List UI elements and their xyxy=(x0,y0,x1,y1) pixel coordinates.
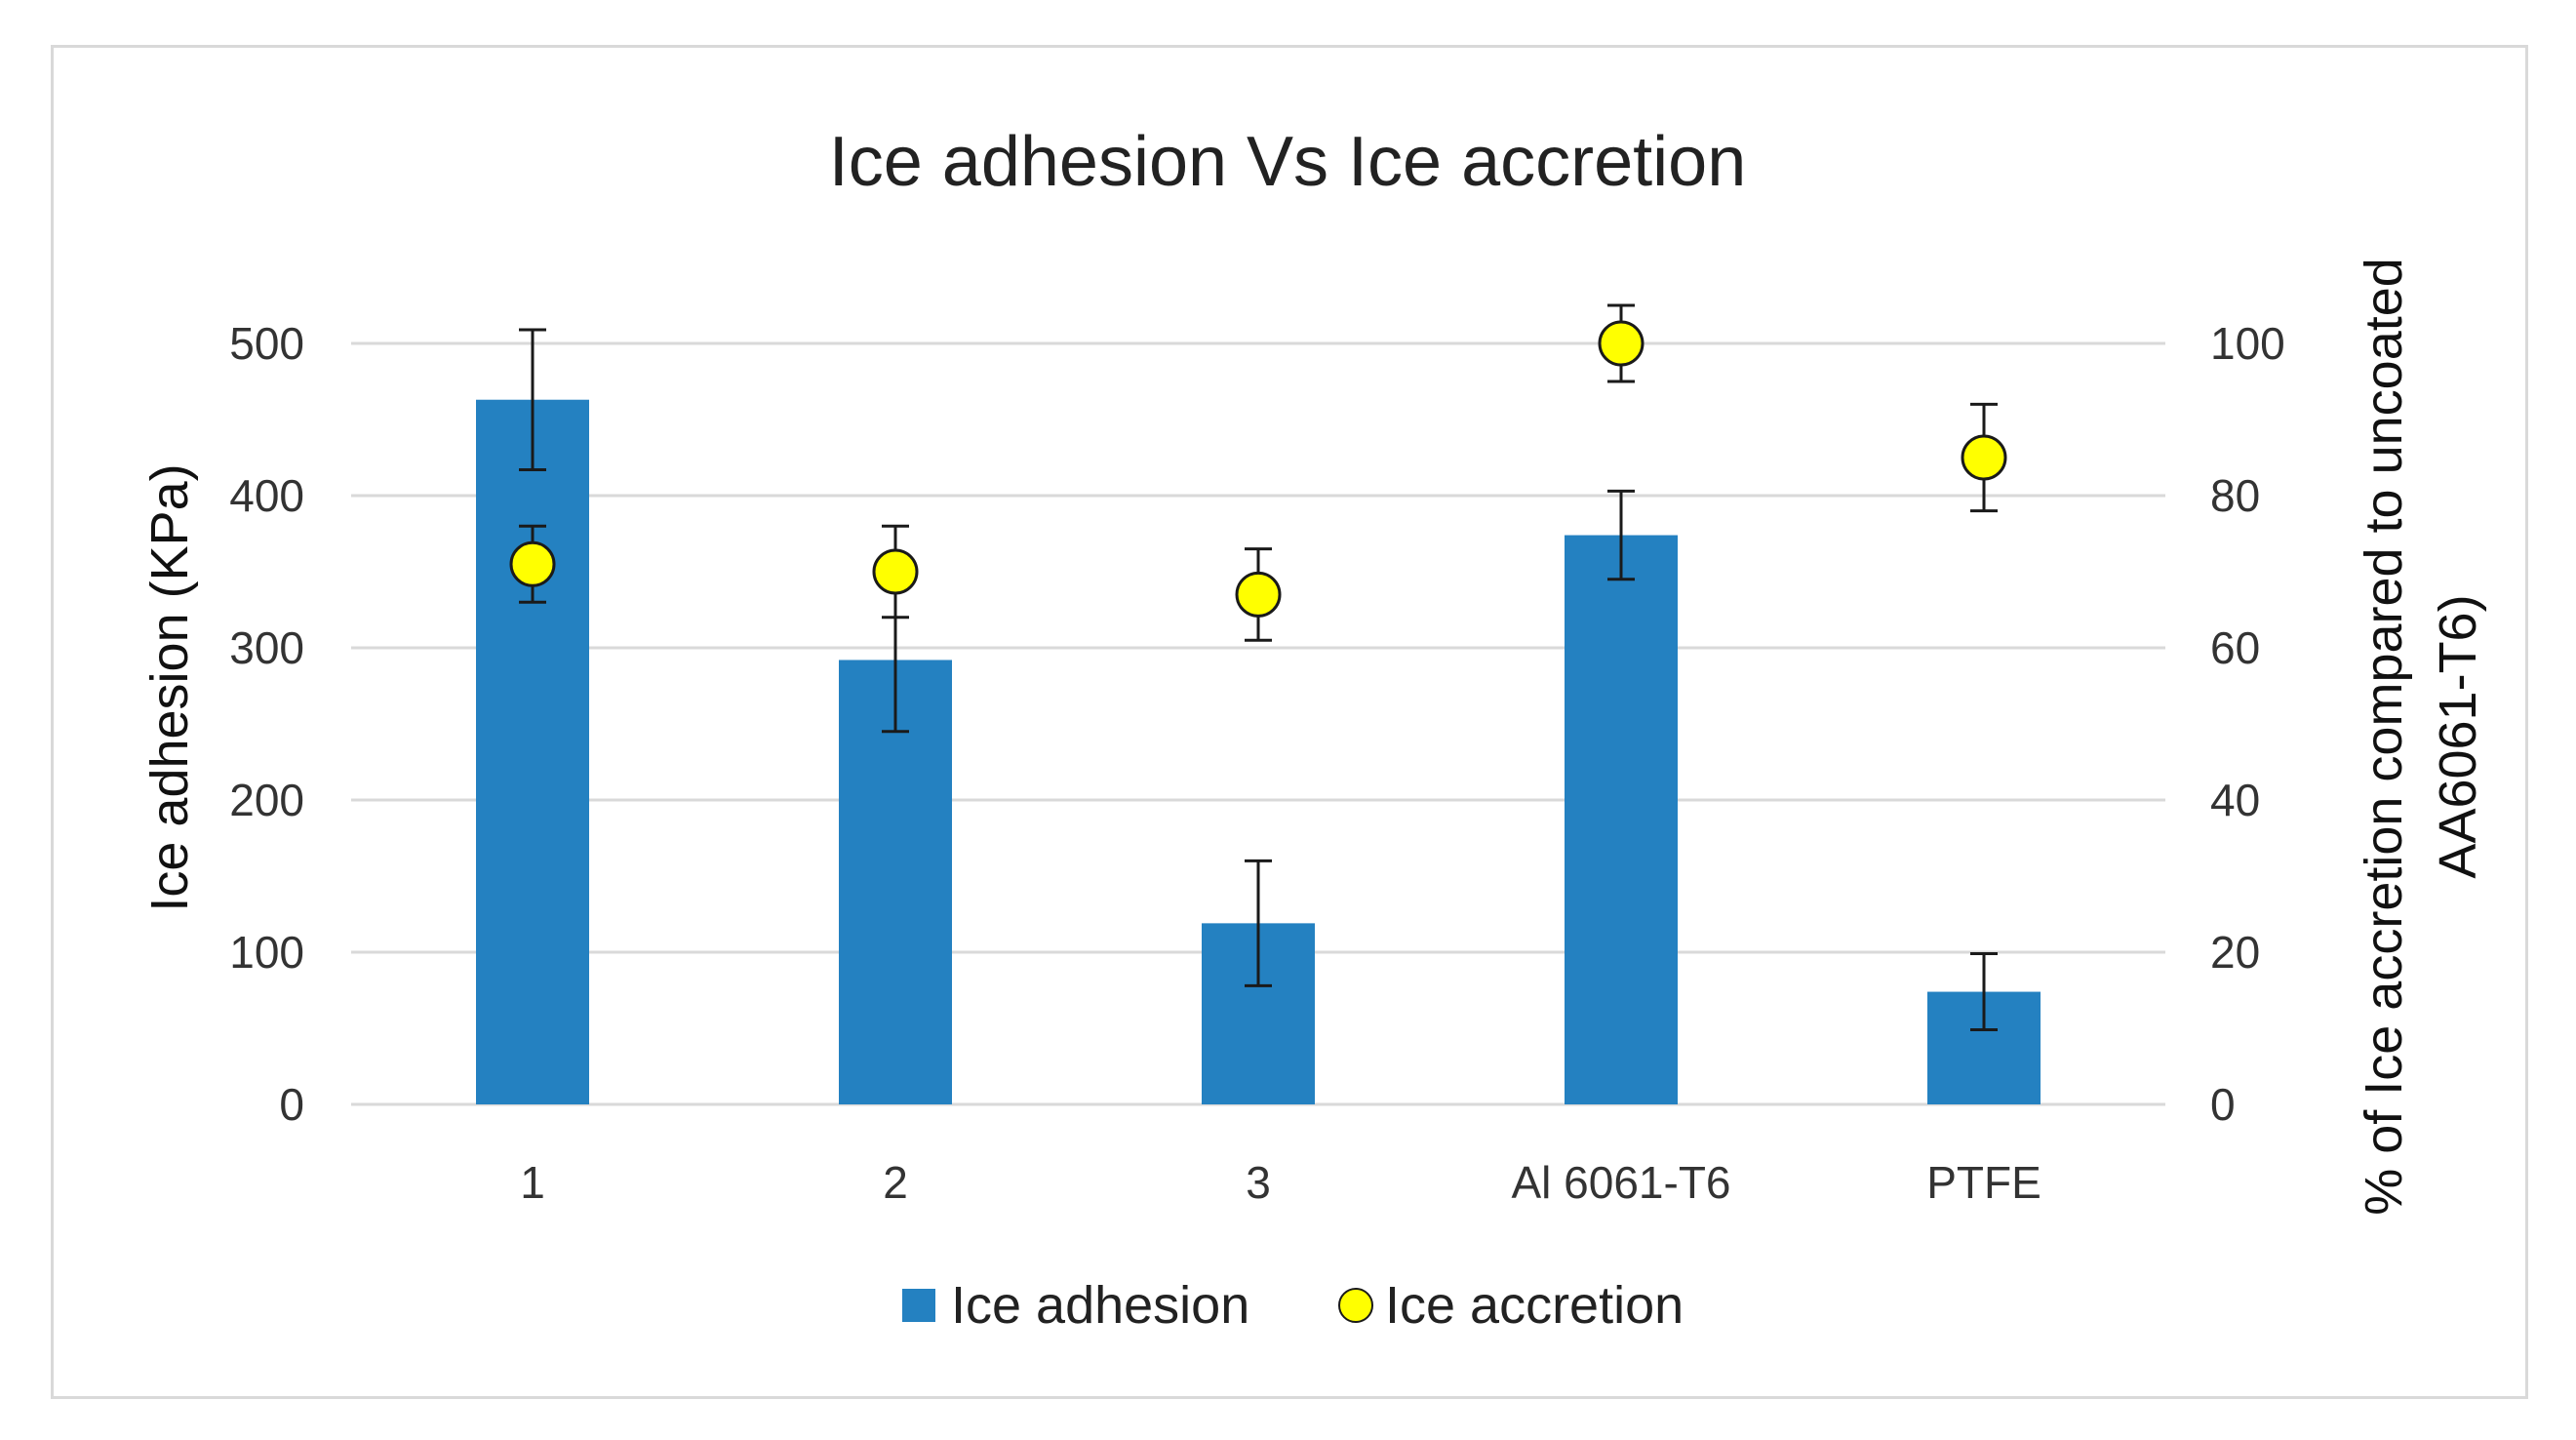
error-bar-ice-adhesion-4 xyxy=(1970,952,1998,1032)
point-ice-accretion-2 xyxy=(1235,571,1282,618)
bar-ice-adhesion-0 xyxy=(476,399,589,1105)
bar-ice-adhesion-3 xyxy=(1565,535,1678,1104)
right-tick-label-40: 40 xyxy=(2210,775,2260,825)
point-ice-accretion-4 xyxy=(1961,434,2007,481)
left-tick-label-500: 500 xyxy=(229,318,304,369)
right-axis-title-line1: % of Ice accretion compared to uncoated xyxy=(2355,258,2413,1216)
grid-lines xyxy=(351,341,2165,1106)
legend: Ice adhesion Ice accretion xyxy=(902,1276,1684,1335)
right-axis-title-line2: AA6061-T6) xyxy=(2429,594,2487,878)
left-tick-label-300: 300 xyxy=(229,622,304,673)
left-tick-label-0: 0 xyxy=(279,1079,304,1130)
right-tick-label-0: 0 xyxy=(2210,1079,2236,1130)
error-bar-ice-adhesion-3 xyxy=(1607,489,1635,581)
legend-swatch-ice-accretion xyxy=(1338,1288,1373,1323)
error-bar-ice-adhesion-2 xyxy=(1245,859,1272,987)
point-ice-accretion-1 xyxy=(872,548,919,595)
bar-ice-adhesion-1 xyxy=(839,660,952,1104)
left-tick-label-100: 100 xyxy=(229,927,304,978)
legend-label-ice-adhesion: Ice adhesion xyxy=(951,1276,1249,1335)
right-tick-label-60: 60 xyxy=(2210,622,2260,673)
x-tick-label-2: 3 xyxy=(1246,1157,1271,1208)
left-axis-title: Ice adhesion (KPa) xyxy=(140,463,199,911)
x-tick-label-3: Al 6061-T6 xyxy=(1511,1157,1730,1208)
point-series xyxy=(509,303,2007,642)
point-ice-accretion-0 xyxy=(509,540,556,587)
left-axis: 0 100 200 300 400 500 xyxy=(229,318,304,1130)
x-axis: 1 2 3 Al 6061-T6 PTFE xyxy=(520,1157,2041,1208)
chart-title: Ice adhesion Vs Ice accretion xyxy=(829,123,1747,201)
legend-label-ice-accretion: Ice accretion xyxy=(1385,1276,1684,1335)
x-tick-label-4: PTFE xyxy=(1926,1157,2041,1208)
right-tick-label-100: 100 xyxy=(2210,318,2285,369)
left-tick-label-200: 200 xyxy=(229,775,304,825)
error-bar-ice-adhesion-0 xyxy=(519,328,546,471)
right-tick-label-80: 80 xyxy=(2210,470,2260,521)
chart-frame xyxy=(51,45,2528,1399)
point-ice-accretion-3 xyxy=(1598,320,1645,367)
bar-series xyxy=(476,328,2041,1105)
right-axis: 0 20 40 60 80 100 xyxy=(2210,318,2285,1130)
x-tick-label-0: 1 xyxy=(520,1157,545,1208)
left-tick-label-400: 400 xyxy=(229,470,304,521)
legend-swatch-ice-adhesion xyxy=(902,1289,935,1322)
x-tick-label-1: 2 xyxy=(883,1157,908,1208)
right-tick-label-20: 20 xyxy=(2210,927,2260,978)
